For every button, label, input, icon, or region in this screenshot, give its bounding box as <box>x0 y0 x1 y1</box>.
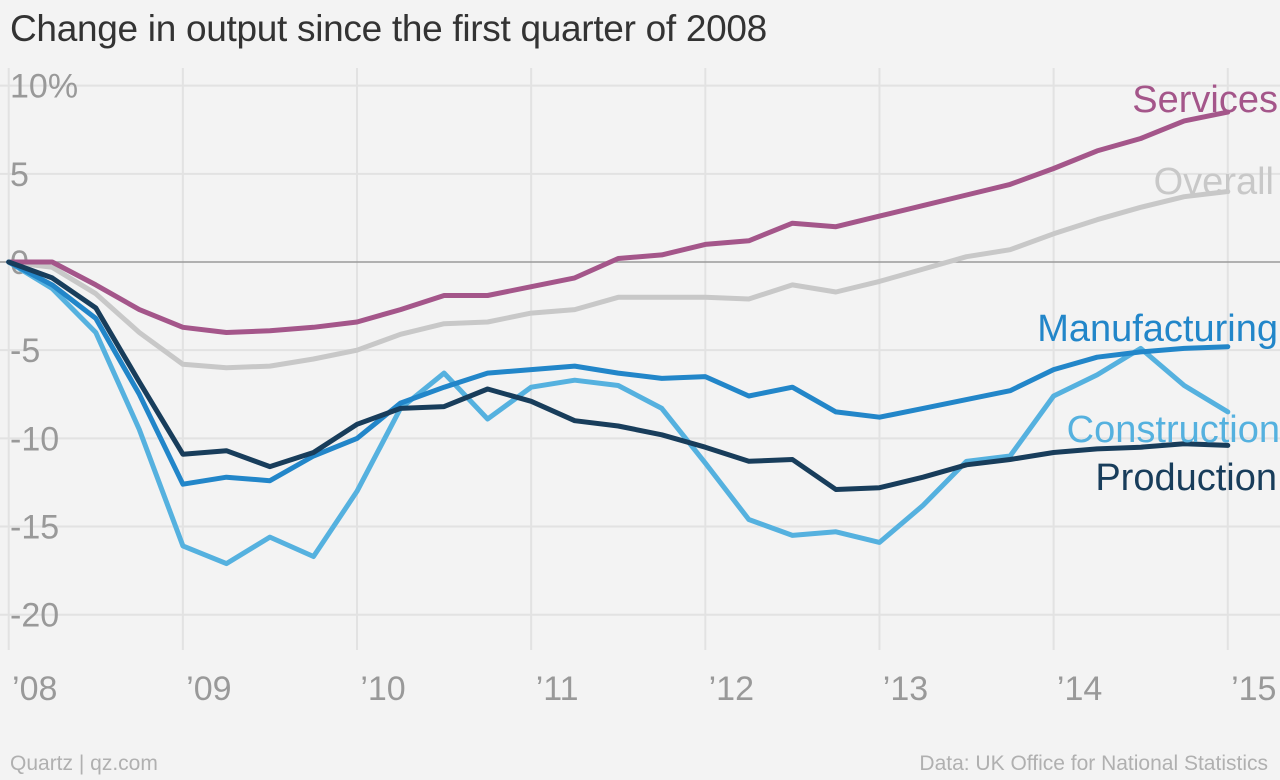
series-labels: Services Overall Manufacturing Construction… <box>1037 79 1280 499</box>
y-tick-label: 10% <box>10 68 78 106</box>
construction-label: Construction <box>1067 409 1280 451</box>
manufacturing-line <box>6 259 1231 487</box>
production-line <box>6 259 1231 492</box>
footer-source-brand: Quartz | qz.com <box>10 752 158 775</box>
x-tick-label: ’11 <box>536 670 579 708</box>
construction-line <box>6 259 1231 567</box>
overall-line <box>6 189 1231 371</box>
services-label: Services <box>1132 79 1278 121</box>
manufacturing-label: Manufacturing <box>1037 308 1278 350</box>
y-tick-label: 5 <box>10 156 29 194</box>
chart-title: Change in output since the first quarter… <box>10 8 767 49</box>
x-tick-label: ’15 <box>1231 670 1276 708</box>
production-label: Production <box>1095 457 1277 499</box>
grid <box>0 68 1280 650</box>
y-tick-label: -5 <box>10 332 40 370</box>
y-tick-label: -10 <box>10 420 59 458</box>
services-line <box>6 109 1231 335</box>
footer-data-credit: Data: UK Office for National Statistics <box>919 752 1268 775</box>
x-tick-label: ’13 <box>883 670 928 708</box>
y-tick-label: -20 <box>10 597 59 635</box>
x-tick-label: ’09 <box>186 670 231 708</box>
y-tick-label: -15 <box>10 509 59 547</box>
series-lines <box>6 109 1231 567</box>
x-axis-ticks: ’08 ’09 ’10 ’11 ’12 ’13 ’14 ’15 <box>12 670 1276 708</box>
x-tick-label: ’12 <box>709 670 754 708</box>
x-tick-label: ’14 <box>1057 670 1102 708</box>
x-tick-label: ’10 <box>360 670 405 708</box>
overall-label: Overall <box>1154 161 1274 203</box>
x-tick-label: ’08 <box>12 670 57 708</box>
